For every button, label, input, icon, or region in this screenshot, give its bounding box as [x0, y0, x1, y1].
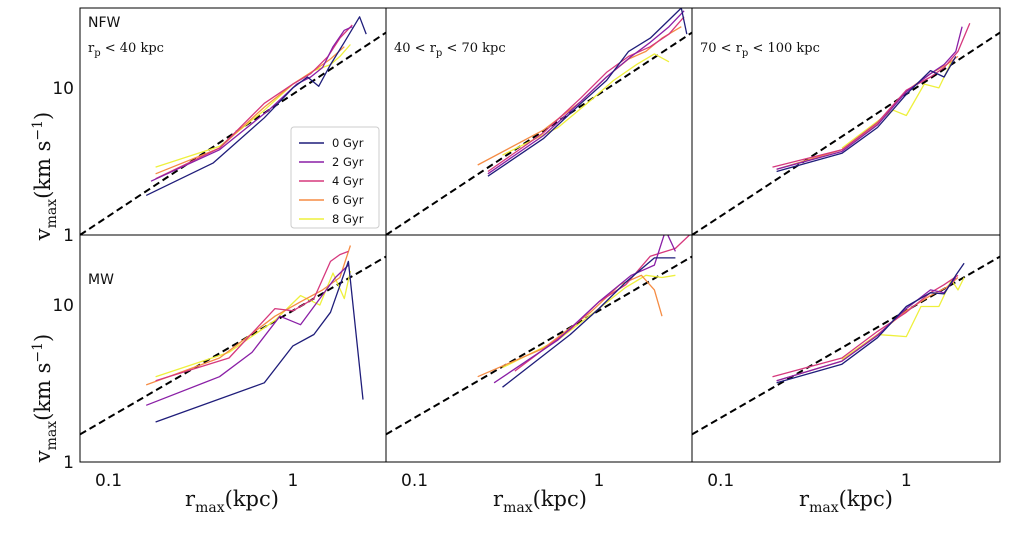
panel-5-xtick-label-1: 1 [593, 471, 604, 491]
legend-label-3: 6 Gyr [332, 193, 364, 207]
panel-5-series-4-gyr [514, 235, 690, 372]
panel-6-series-0-gyr [776, 262, 965, 384]
panel-1: 10 NFW rp < 40 kpc [52, 7, 387, 236]
panel-3-pericenter-label: 70 < rp < 100 kpc [700, 41, 820, 59]
legend-item-2: 4 Gyr [299, 174, 364, 188]
panel-2-series-6-gyr [477, 26, 682, 166]
panel-6-frame [691, 234, 1001, 463]
panel-6-reference-line [692, 255, 1000, 436]
panel-6-series-4-gyr [772, 274, 959, 378]
panel-1-series-4-gyr [155, 24, 353, 180]
panel-4-series-4-gyr [155, 250, 349, 382]
panels-layer: 10 NFW rp < 40 kpc 40 < rp < 70 kpc 70 < rp … [52, 7, 1001, 491]
legend-label-0: 0 Gyr [332, 136, 364, 150]
panel-4-xtick-label-0: 0.1 [95, 471, 122, 491]
panel-3-series-4-gyr [772, 23, 971, 168]
panel-2-series-2-gyr [487, 10, 685, 175]
y-axis-title-bottom: vmax(km s−1) [30, 334, 60, 464]
legend: 0 Gyr 2 Gyr 4 Gyr 6 Gyr 8 Gyr [290, 126, 380, 229]
panel-5: 0.1 1 [385, 234, 693, 491]
panel-2: 40 < rp < 70 kpc [385, 7, 693, 236]
panel-5-series-0-gyr [502, 257, 676, 388]
panel-4-ytick-label-2: 1 [63, 453, 74, 473]
panel-5-reference-line [386, 255, 692, 436]
panel-4-series-2-gyr [145, 264, 349, 406]
panel-3: 70 < rp < 100 kpc [691, 7, 1001, 236]
legend-label-1: 2 Gyr [332, 155, 364, 169]
panel-6: 0.1 1 [691, 234, 1001, 491]
panel-6-xtick-label-1: 1 [901, 471, 912, 491]
panel-2-series-8-gyr [502, 53, 670, 156]
panel-2-pericenter-label: 40 < rp < 70 kpc [394, 41, 506, 59]
panel-5-plot-area [386, 235, 692, 436]
panel-3-plot-area [692, 23, 1000, 235]
panel-2-series-4-gyr [487, 16, 685, 173]
panel-1-series-0-gyr [145, 16, 367, 196]
panel-1-plot-area [80, 16, 386, 235]
panel-4-series-6-gyr [145, 245, 352, 386]
panel-5-xtick-label-0: 0.1 [401, 471, 428, 491]
x-axis-title-panel-6: rmax(kpc) [799, 487, 893, 516]
panel-4-ytick-label-0: 1 [63, 226, 74, 246]
panel-2-plot-area [386, 8, 692, 235]
panel-2-reference-line [386, 31, 692, 235]
panel-4: 1 10 1 0.1 1 MW [52, 226, 387, 491]
panel-5-series-2-gyr [493, 235, 676, 384]
legend-item-3: 6 Gyr [299, 193, 364, 207]
panel-4-ytick-label-1: 10 [52, 296, 74, 316]
panel-1-reference-line [80, 31, 386, 235]
legend-label-4: 8 Gyr [332, 212, 364, 226]
panel-1-pericenter-label: rp < 40 kpc [88, 41, 164, 59]
panel-1-model-label: NFW [88, 15, 121, 31]
panel-4-plot-area [80, 245, 386, 436]
panel-4-reference-line [80, 255, 386, 436]
legend-item-4: 8 Gyr [299, 212, 364, 226]
legend-label-2: 4 Gyr [332, 174, 364, 188]
panel-3-series-0-gyr [776, 56, 957, 173]
y-axis-title-top: vmax(km s−1) [30, 112, 60, 242]
legend-item-0: 0 Gyr [299, 136, 364, 150]
panel-4-xtick-label-1: 1 [287, 471, 298, 491]
legend-box [290, 126, 380, 229]
panel-6-series-8-gyr [841, 277, 965, 361]
panel-1-series-2-gyr [150, 26, 353, 182]
panel-6-plot-area [692, 255, 1000, 436]
panel-2-series-0-gyr [487, 8, 688, 177]
panel-3-series-8-gyr [841, 61, 952, 149]
panel-5-series-8-gyr [502, 274, 676, 369]
panel-3-reference-line [692, 31, 1000, 235]
panel-1-ytick-label-0: 10 [52, 79, 74, 99]
panel-6-xtick-label-0: 0.1 [707, 471, 734, 491]
x-axis-title-panel-4: rmax(kpc) [185, 487, 279, 516]
panel-4-series-0-gyr [155, 260, 364, 423]
legend-item-1: 2 Gyr [299, 155, 364, 169]
x-axis-title-panel-5: rmax(kpc) [493, 487, 587, 516]
panel-4-model-label: MW [88, 272, 114, 288]
